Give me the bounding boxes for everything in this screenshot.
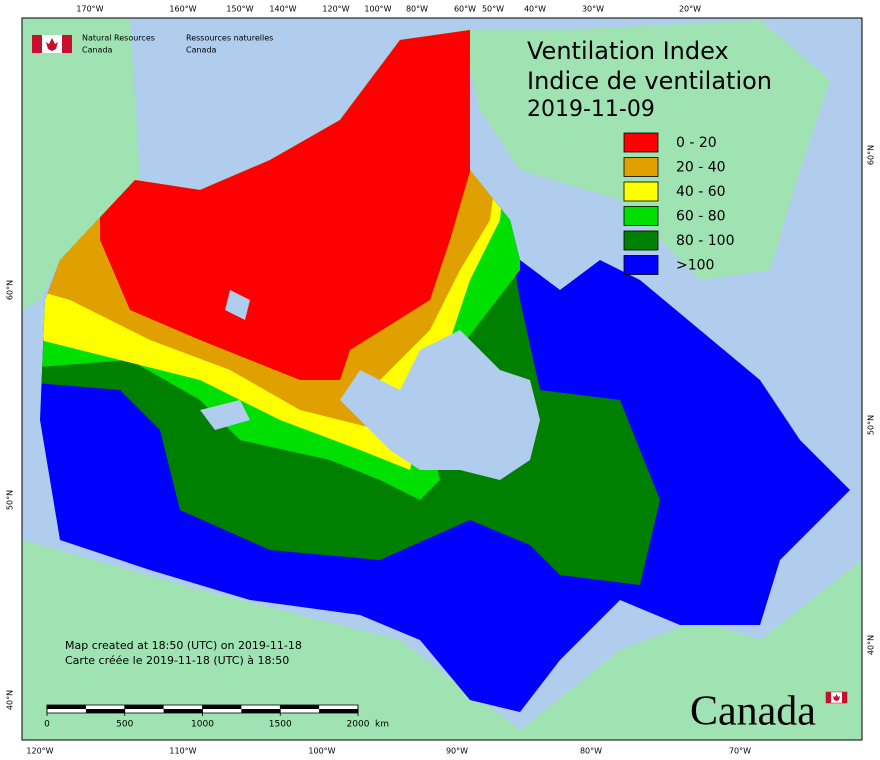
scale-unit: km <box>375 720 389 730</box>
legend-label: 0 - 20 <box>676 135 717 151</box>
flag-leaf <box>46 38 58 51</box>
united-states <box>22 540 862 740</box>
latitude-label: 60°N <box>867 145 876 165</box>
longitude-label: 170°W <box>76 5 103 14</box>
longitude-label: 90°W <box>446 747 468 756</box>
latitude-label: 50°N <box>6 490 15 510</box>
date: 2019-11-09 <box>527 97 655 122</box>
scale-segment <box>124 705 164 709</box>
agency-en: Natural Resources <box>82 34 155 43</box>
latitude-label: 60°N <box>6 280 15 300</box>
legend-label: 40 - 60 <box>676 184 726 200</box>
scale-label: 2000 <box>347 720 370 730</box>
legend-label: 60 - 80 <box>676 209 726 225</box>
longitude-label: 110°W <box>169 747 196 756</box>
lake <box>225 290 250 320</box>
scale-segment <box>319 709 358 713</box>
canada-wordmark: Canada <box>690 689 848 735</box>
legend-swatch <box>623 230 659 251</box>
flag-bar <box>32 35 42 53</box>
legend-label: 80 - 100 <box>676 233 735 249</box>
legend-swatch <box>623 206 659 226</box>
wordmark: Canada <box>690 689 816 735</box>
longitude-label: 120°W <box>26 747 53 756</box>
lake <box>200 400 250 430</box>
longitude-label: 40°W <box>524 5 546 14</box>
legend-swatch <box>623 132 659 153</box>
scale-bar: 0 500 1000 1500 2000 km <box>44 704 389 730</box>
longitude-label: 100°W <box>364 5 391 14</box>
legend-swatch <box>623 157 659 177</box>
note: Map created at 18:50 (UTC) on 2019-11-18 <box>65 639 302 652</box>
longitude-label: 30°W <box>582 5 604 14</box>
longitude-label: 120°W <box>322 5 349 14</box>
longitude-label: 160°W <box>169 5 196 14</box>
title: Ventilation Index <box>527 37 729 65</box>
longitude-label: 60°W <box>454 5 476 14</box>
longitude-label: 150°W <box>226 5 253 14</box>
longitude-label: 80°W <box>406 5 428 14</box>
longitude-label: 20°W <box>679 5 701 14</box>
flag-bar <box>826 692 831 703</box>
nrcan-logo: Natural Resources Canada Ressources natu… <box>32 34 273 55</box>
scale-segment <box>163 709 203 713</box>
latitude-label: 40°N <box>6 690 15 710</box>
flag-bar <box>62 35 72 53</box>
alaska <box>22 18 140 310</box>
scale-label: 1500 <box>269 720 292 730</box>
agency-fr: Ressources naturelles <box>186 34 273 43</box>
latitude-label: 40°N <box>867 635 876 655</box>
agency-fr: Canada <box>186 46 217 55</box>
scale-segment <box>47 705 86 709</box>
flag-leaf <box>833 694 840 701</box>
scale-segment <box>241 709 281 713</box>
scale-label: 500 <box>116 720 133 730</box>
legend-label: 20 - 40 <box>676 160 726 176</box>
longitude-label: 140°W <box>269 5 296 14</box>
title: Indice de ventilation <box>527 67 772 95</box>
flag-bar <box>842 692 847 703</box>
scale-label: 0 <box>44 720 50 730</box>
legend-label: >100 <box>676 258 714 274</box>
scale-segment <box>202 705 242 709</box>
scale-segment <box>280 705 320 709</box>
agency-en: Canada <box>82 46 113 55</box>
longitude-label: 80°W <box>580 747 602 756</box>
legend-swatch <box>623 181 659 202</box>
note: Carte créée le 2019-11-18 (UTC) à 18:50 <box>65 654 289 667</box>
hudson-bay <box>340 330 540 480</box>
longitude-label: 50°W <box>482 5 504 14</box>
legend-swatch <box>623 255 659 275</box>
longitude-label: 70°W <box>729 747 751 756</box>
latitude-label: 50°N <box>867 415 876 435</box>
scale-segment <box>85 709 125 713</box>
longitude-label: 100°W <box>308 747 335 756</box>
scale-label: 1000 <box>191 720 214 730</box>
map-frame <box>21 17 863 741</box>
